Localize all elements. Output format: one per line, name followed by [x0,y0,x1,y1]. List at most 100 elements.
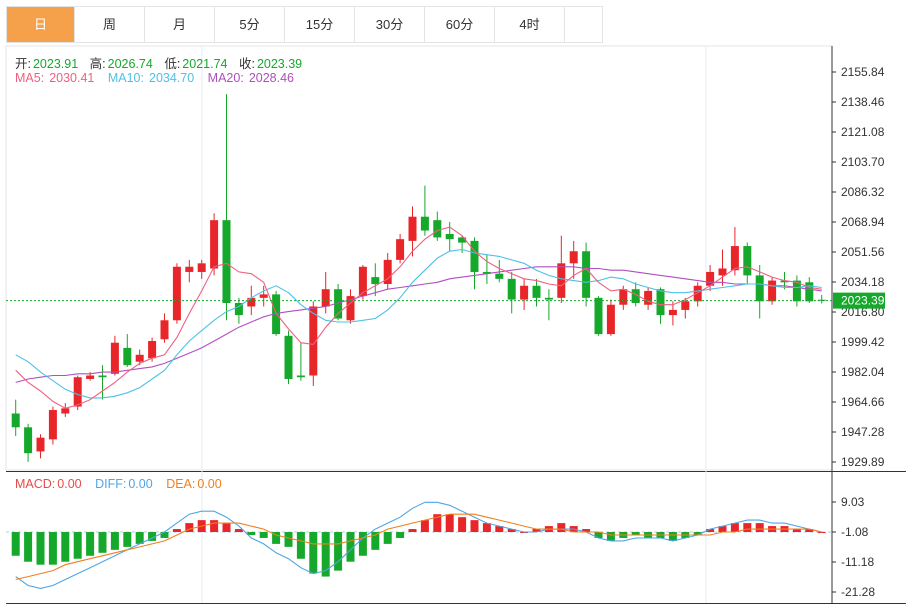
tab-5[interactable]: 30分 [355,7,425,42]
macd-bar [148,532,157,541]
macd-bar [507,529,516,533]
open-label: 开: [15,57,31,71]
candle-body [11,413,20,428]
candle-body [693,285,702,302]
high-label: 高: [89,57,106,71]
macd-bar [24,532,33,562]
macd-bar [445,514,454,533]
macd-bar [582,529,591,533]
high-value: 2026.74 [107,57,153,71]
candle-body [160,320,169,340]
candle-body [98,375,107,378]
tab-1[interactable]: 周 [75,7,145,42]
candle-body [805,282,814,302]
macd-bar [222,523,231,533]
price-tick-label: 2138.46 [841,95,885,109]
candle-body [507,278,516,300]
candle-body [656,289,665,316]
macd-bar [594,532,603,538]
macd-bar [408,529,417,533]
candle-body [334,289,343,319]
ma20-value: 2028.46 [248,71,294,85]
diff-value: 0.00 [128,477,153,491]
macd-bar [371,532,380,550]
tab-3[interactable]: 5分 [215,7,285,42]
candle-body [668,309,677,316]
candle-body [433,220,442,238]
candle-body [197,263,206,272]
macd-bar [706,529,715,533]
candle-body [569,251,578,264]
candle-body [619,289,628,305]
macd-bar [160,532,169,538]
ma5-value: 2030.41 [49,71,95,85]
dea-line [15,513,822,581]
candle-body [706,271,715,286]
macd-bar [743,523,752,533]
last-price-label: 2023.39 [841,294,885,308]
candle-body [259,294,268,298]
open-value: 2023.91 [32,57,79,71]
macd-bar [532,529,541,533]
candle-body [495,273,504,279]
macd-bar [98,532,107,553]
candle-body [718,268,727,276]
close-label: 收: [238,57,255,71]
ma10-label: MA10: [107,71,144,85]
tab-7[interactable]: 4时 [495,7,565,42]
candle-body [222,220,231,304]
price-tick-label: 2086.32 [841,185,885,199]
macd-bar [433,514,442,533]
candle-body [123,347,132,366]
candle-body [346,296,355,321]
macd-bar [11,532,20,556]
candle-body [582,251,591,298]
candle-body [644,290,653,305]
price-tick-label: 1999.42 [841,335,885,349]
tab-6[interactable]: 60分 [425,7,495,42]
candle-body [36,437,45,452]
candle-body [408,216,417,241]
candle-body [755,275,764,302]
macd-bar [730,523,739,533]
candle-body [296,375,305,378]
candle-body [445,233,454,240]
ma10-line [15,248,822,399]
macd-bar [73,532,82,559]
macd-value: 0.00 [57,477,82,491]
macd-bar [482,523,491,533]
macd-bar [817,532,826,534]
tab-2[interactable]: 月 [145,7,215,42]
macd-info: MACD: 0.00 DIFF: 0.00 DEA: 0.00 [15,477,224,491]
tab-4[interactable]: 15分 [285,7,355,42]
macd-bar [458,517,467,533]
price-tick-label: 1929.89 [841,455,885,469]
candle-body [185,266,194,272]
macd-tick-label: -11.18 [841,555,874,569]
macd-bar [718,526,727,533]
macd-bar [172,529,181,533]
candle-body [532,285,541,298]
candle-body [110,342,119,374]
candle-body [544,297,553,300]
macd-bar [346,532,355,562]
price-tick-label: 2103.70 [841,155,885,169]
macd-bar [470,520,479,533]
macd-tick-label: -21.28 [841,585,875,599]
period-tabs: 日周月 5分 15分 30分 60分 4时 [6,6,603,43]
candle-body [606,304,615,335]
macd-bar [668,532,677,541]
macd-bar [247,532,256,535]
candle-body [135,354,144,362]
candle-body [557,263,566,298]
macd-bar [36,532,45,565]
candle-body [458,237,467,243]
macd-bar [272,532,281,544]
candle-body [284,335,293,379]
macd-bar [234,529,243,533]
price-tick-label: 2121.08 [841,125,885,139]
tab-0[interactable]: 日 [7,7,75,42]
macd-tick-label: 9.03 [841,495,865,509]
candle-body [86,375,95,379]
